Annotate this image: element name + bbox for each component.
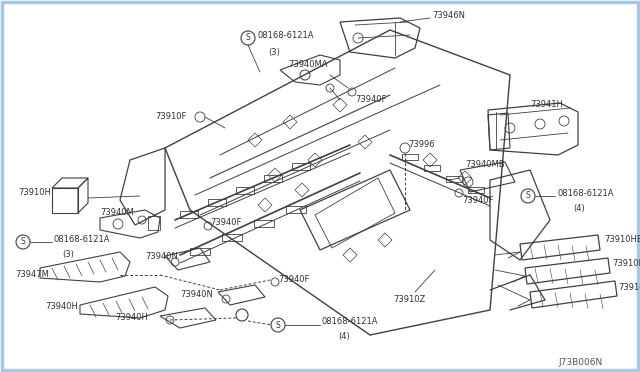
Text: S: S bbox=[525, 192, 531, 201]
Bar bbox=[286, 206, 306, 213]
Text: 73940F: 73940F bbox=[210, 218, 241, 227]
Text: 73940N: 73940N bbox=[145, 252, 178, 261]
Text: 73910F: 73910F bbox=[155, 112, 186, 121]
Text: 73940N: 73940N bbox=[180, 290, 213, 299]
Text: 73910HB: 73910HB bbox=[604, 235, 640, 244]
Text: S: S bbox=[276, 321, 280, 330]
Text: 73910H: 73910H bbox=[18, 188, 51, 197]
Text: 08168-6121A: 08168-6121A bbox=[54, 234, 111, 244]
Bar bbox=[402, 154, 418, 160]
Bar bbox=[236, 187, 254, 194]
Text: 73910HA: 73910HA bbox=[612, 259, 640, 267]
Text: (3): (3) bbox=[268, 48, 280, 57]
Text: 08168-6121A: 08168-6121A bbox=[322, 317, 378, 327]
Bar bbox=[180, 211, 198, 218]
Text: 73940H: 73940H bbox=[45, 302, 78, 311]
Text: (4): (4) bbox=[338, 332, 349, 341]
Bar bbox=[148, 216, 160, 230]
Bar bbox=[424, 165, 440, 171]
Text: 73940H: 73940H bbox=[115, 313, 148, 322]
Text: J73B006N: J73B006N bbox=[558, 358, 602, 367]
Text: S: S bbox=[246, 33, 250, 42]
Bar bbox=[254, 220, 274, 227]
Text: 08168-6121A: 08168-6121A bbox=[557, 189, 614, 198]
Text: 73947M: 73947M bbox=[15, 270, 49, 279]
Text: 08168-6121A: 08168-6121A bbox=[258, 31, 314, 39]
Text: 73940F: 73940F bbox=[278, 275, 309, 284]
Bar bbox=[292, 163, 310, 170]
Text: 73940F: 73940F bbox=[462, 196, 493, 205]
Text: S: S bbox=[20, 237, 26, 247]
Bar bbox=[264, 175, 282, 182]
Text: 73940F: 73940F bbox=[355, 95, 387, 104]
Bar bbox=[468, 187, 484, 193]
Text: (3): (3) bbox=[62, 250, 74, 259]
Bar bbox=[208, 199, 226, 206]
Text: 73910Z: 73910Z bbox=[393, 295, 425, 304]
Bar bbox=[222, 234, 242, 241]
Text: 73940M: 73940M bbox=[100, 208, 134, 217]
Bar bbox=[190, 248, 210, 255]
Text: 73946N: 73946N bbox=[432, 10, 465, 19]
Text: 73910HB: 73910HB bbox=[618, 282, 640, 292]
Text: 73940MA: 73940MA bbox=[288, 60, 328, 69]
Text: 73940MB: 73940MB bbox=[465, 160, 504, 169]
Text: 73996: 73996 bbox=[408, 140, 435, 149]
Text: 73941H: 73941H bbox=[530, 100, 563, 109]
Bar bbox=[446, 176, 462, 182]
Text: (4): (4) bbox=[573, 204, 585, 213]
